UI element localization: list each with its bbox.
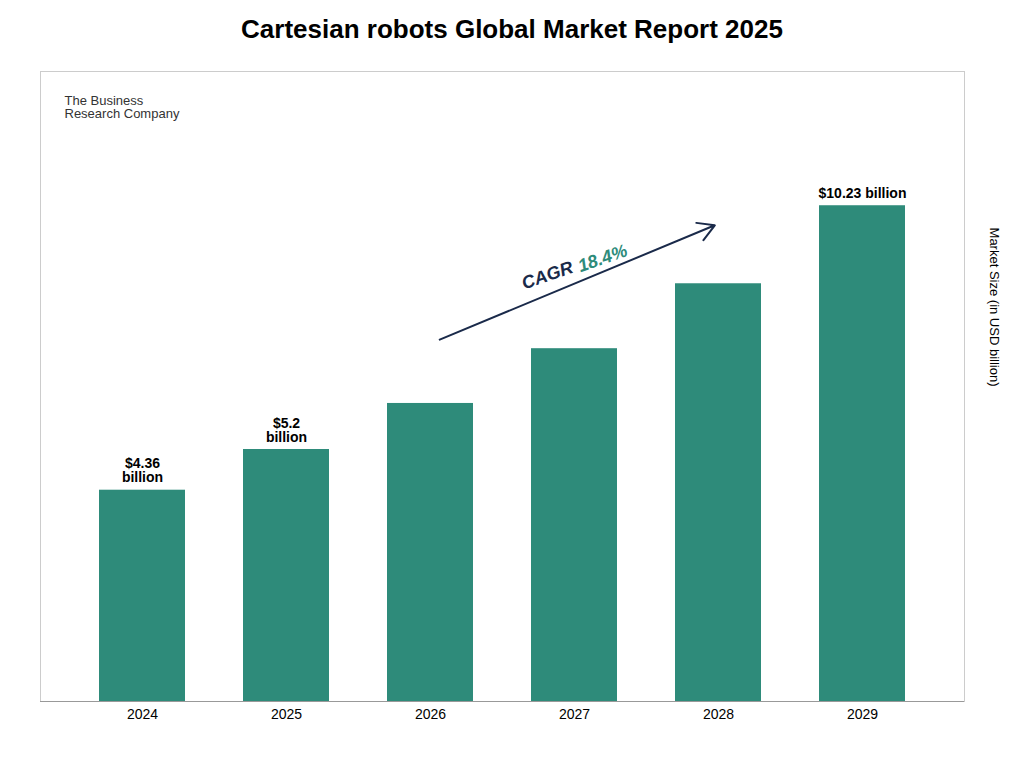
svg-text:CAGR: CAGR [519, 257, 576, 293]
svg-text:$4.36billion: $4.36billion [122, 455, 163, 485]
html-text:Cartesian robots Global Market: Cartesian robots Global Market Report 20… [241, 14, 783, 44]
svg-text:$10.23 billion: $10.23 billion [819, 185, 907, 201]
svg-text:2028: 2028 [703, 706, 734, 722]
svg-text:2026: 2026 [415, 706, 446, 722]
svg-text:The BusinessResearch Company: The BusinessResearch Company [65, 93, 180, 121]
svg-text:Market Size (in USD billion): Market Size (in USD billion) [987, 228, 1002, 387]
svg-text:2027: 2027 [559, 706, 590, 722]
svg-text:$5.2billion: $5.2billion [266, 415, 307, 445]
svg-text:2029: 2029 [847, 706, 878, 722]
svg-text:18.4%: 18.4% [575, 240, 630, 276]
svg-text:2025: 2025 [271, 706, 302, 722]
svg-text:2024: 2024 [127, 706, 158, 722]
